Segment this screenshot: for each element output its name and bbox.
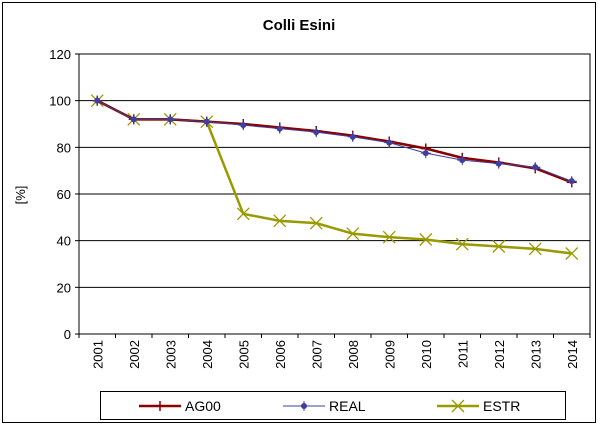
- data-point-estr: [236, 207, 250, 221]
- y-tick-label: 0: [64, 327, 71, 342]
- x-tick-label: 2014: [565, 340, 580, 369]
- y-tick-label: 80: [57, 140, 71, 155]
- data-point-real: [532, 164, 539, 171]
- data-point-estr: [492, 240, 506, 253]
- data-point-estr: [419, 233, 433, 246]
- data-point-real: [349, 133, 356, 140]
- chart-title: Colli Esini: [262, 17, 336, 34]
- x-tick-label: 2003: [163, 340, 178, 369]
- legend-item-estr: ESTR: [437, 392, 520, 419]
- x-tick-label: 2002: [127, 340, 142, 369]
- data-point-real: [313, 129, 320, 136]
- y-tick-label: 120: [49, 47, 71, 62]
- data-point-real: [459, 157, 466, 164]
- legend-label: REAL: [329, 397, 366, 414]
- series-line-real: [97, 100, 572, 182]
- data-point-estr: [273, 214, 287, 228]
- data-point-estr: [309, 216, 323, 230]
- series-line-estr: [96, 99, 572, 255]
- data-point-estr: [455, 237, 469, 251]
- x-tick-label: 2006: [273, 340, 288, 369]
- x-tick-label: 2001: [90, 340, 105, 369]
- data-point-real: [568, 178, 575, 185]
- legend-label: AG00: [185, 397, 221, 414]
- data-point-estr: [382, 230, 396, 244]
- y-tick-label: 60: [57, 187, 71, 202]
- legend-item-real: REAL: [283, 392, 366, 419]
- x-tick-label: 2004: [200, 340, 215, 369]
- legend-swatch: [139, 400, 181, 411]
- x-tick-label: 2012: [492, 340, 507, 369]
- x-tick-label: 2013: [528, 340, 543, 369]
- x-tick-label: 2009: [382, 340, 397, 369]
- data-point-real: [130, 116, 137, 123]
- data-point-estr: [528, 242, 542, 256]
- data-point-real: [203, 118, 210, 125]
- series-line-ag00: [96, 99, 573, 184]
- legend: AG00 REAL ESTR: [100, 391, 566, 420]
- data-point-real: [422, 150, 429, 157]
- data-point-real: [94, 97, 101, 104]
- data-point-estr: [346, 227, 360, 241]
- chart-plot: 0 20 40 60 80 100 120 2001 2002 2003 2004 2005 2006 2…: [49, 47, 591, 369]
- x-tick-label: 2007: [309, 340, 324, 369]
- legend-swatch: [283, 400, 325, 411]
- x-tick-label: 2008: [346, 340, 361, 369]
- data-point-real: [276, 125, 283, 132]
- y-tick-label: 100: [49, 94, 71, 109]
- data-point-real: [386, 139, 393, 146]
- legend-swatch: [437, 399, 479, 412]
- data-point-estr: [565, 247, 579, 260]
- data-point-real: [167, 116, 174, 123]
- x-tick-label: 2011: [455, 340, 470, 368]
- legend-label: ESTR: [483, 397, 521, 414]
- y-tick-label: 40: [57, 234, 71, 249]
- x-tick-label: 2005: [236, 340, 251, 369]
- legend-item-ag00: AG00: [139, 392, 221, 419]
- data-point-real: [495, 160, 502, 167]
- x-tick-label: 2010: [419, 340, 434, 369]
- data-point-real: [240, 122, 247, 129]
- y-tick-label: 20: [57, 280, 71, 295]
